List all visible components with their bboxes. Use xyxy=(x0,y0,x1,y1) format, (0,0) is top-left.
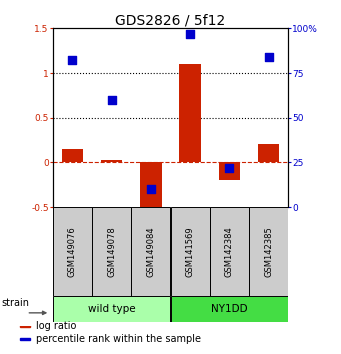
Bar xyxy=(140,162,162,207)
Point xyxy=(266,54,271,60)
Bar xyxy=(20,325,30,327)
Bar xyxy=(101,160,122,162)
Bar xyxy=(53,207,92,296)
Text: GSM149076: GSM149076 xyxy=(68,226,77,277)
Point xyxy=(187,31,193,36)
Text: NY1DD: NY1DD xyxy=(211,304,248,314)
Text: log ratio: log ratio xyxy=(36,321,76,331)
Bar xyxy=(249,207,288,296)
Point xyxy=(226,165,232,171)
Bar xyxy=(92,207,131,296)
Bar xyxy=(170,207,210,296)
Bar xyxy=(53,296,170,322)
Text: GSM149078: GSM149078 xyxy=(107,226,116,277)
Bar xyxy=(20,338,30,339)
Text: GSM142384: GSM142384 xyxy=(225,226,234,277)
Text: GSM142385: GSM142385 xyxy=(264,226,273,277)
Text: wild type: wild type xyxy=(88,304,135,314)
Point xyxy=(109,97,114,103)
Bar xyxy=(170,296,288,322)
Bar xyxy=(62,149,83,162)
Bar xyxy=(179,64,201,162)
Text: strain: strain xyxy=(1,298,29,308)
Text: GSM141569: GSM141569 xyxy=(186,226,195,277)
Bar xyxy=(219,162,240,180)
Bar xyxy=(131,207,170,296)
Bar xyxy=(210,207,249,296)
Title: GDS2826 / 5f12: GDS2826 / 5f12 xyxy=(115,13,226,27)
Point xyxy=(70,58,75,63)
Point xyxy=(148,187,153,192)
Bar xyxy=(258,144,279,162)
Text: percentile rank within the sample: percentile rank within the sample xyxy=(36,333,201,344)
Text: GSM149084: GSM149084 xyxy=(146,226,155,277)
